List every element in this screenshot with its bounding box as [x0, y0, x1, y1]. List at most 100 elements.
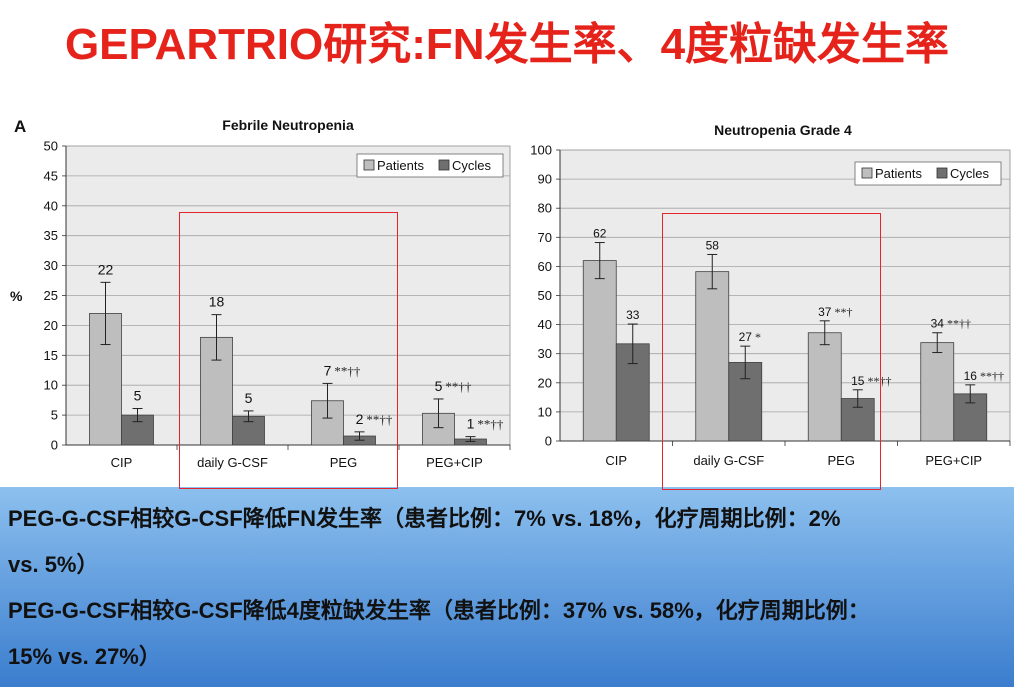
data-label-cycles-cip: 5 [134, 388, 142, 404]
significance-mark-patients-peg-cip: **†† [445, 379, 472, 394]
error-bar-cycles-daily-g-csf [740, 345, 751, 380]
y-axis-label: % [10, 288, 23, 304]
legend: Patients Cycles [854, 161, 1002, 186]
chart-title: Neutropenia Grade 4 [714, 122, 852, 138]
significance-mark-patients-peg-cip: **†† [947, 317, 971, 331]
y-tick-label: 10 [44, 378, 58, 393]
data-label-patients-daily-g-csf: 18 [209, 294, 225, 310]
data-label-patients-cip: 22 [98, 261, 114, 277]
y-tick-label: 50 [538, 288, 552, 303]
legend-swatch-cycles [936, 167, 948, 179]
legend: Patients Cycles [356, 153, 504, 178]
data-label-cycles-cip: 33 [626, 308, 640, 322]
summary-line: 15% vs. 27%） [8, 644, 161, 669]
legend-label-cycles: Cycles [950, 166, 990, 181]
y-tick-label: 0 [545, 434, 552, 449]
y-tick-label: 60 [538, 259, 552, 274]
error-bar-patients-cip [594, 242, 605, 280]
error-bar-patients-peg [322, 382, 333, 419]
bar-patients-peg [807, 332, 842, 442]
significance-mark-cycles-daily-g-csf: * [755, 330, 761, 344]
error-bar-cycles-cip [132, 408, 143, 423]
y-tick-label: 100 [530, 143, 552, 158]
y-tick-label: 5 [51, 408, 58, 423]
significance-mark-patients-peg: **†† [334, 363, 361, 378]
legend-box [854, 161, 1002, 186]
error-bar-patients-cip [100, 281, 111, 346]
summary-line: vs. 5%） [8, 552, 99, 577]
y-tick-label: 80 [538, 201, 552, 216]
data-label-cycles-peg-cip: 16 [964, 369, 978, 383]
bar-patients-daily-g-csf [695, 271, 730, 442]
legend-box [356, 153, 504, 178]
error-bar-cycles-peg-cip [965, 384, 976, 404]
error-bar-patients-peg-cip [433, 398, 444, 429]
bar-patients-cip [582, 260, 617, 442]
data-label-cycles-peg-cip: 1 [467, 416, 475, 432]
summary-box: PEG-G-CSF相较G-CSF降低FN发生率（患者比例：7% vs. 18%，… [0, 487, 1014, 687]
data-label-patients-peg-cip: 5 [435, 378, 443, 394]
x-tick-label-daily-g-csf: daily G-CSF [693, 453, 764, 468]
y-tick-label: 50 [44, 139, 58, 154]
legend-swatch-patients [363, 159, 375, 171]
data-label-patients-peg: 7 [324, 362, 332, 378]
x-tick-label-peg: PEG [828, 453, 855, 468]
x-tick-label-peg-cip: PEG+CIP [426, 455, 483, 470]
bar-cycles-peg [840, 398, 875, 442]
y-tick-label: 40 [44, 198, 58, 213]
y-tick-label: 70 [538, 230, 552, 245]
y-tick-label: 20 [538, 375, 552, 390]
data-label-cycles-daily-g-csf: 27 [739, 330, 753, 344]
error-bar-cycles-peg [354, 431, 365, 441]
x-tick-label-cip: CIP [605, 453, 627, 468]
summary-line: PEG-G-CSF相较G-CSF降低FN发生率（患者比例：7% vs. 18%，… [8, 506, 841, 531]
y-tick-label: 30 [538, 346, 552, 361]
data-label-patients-daily-g-csf: 58 [706, 238, 720, 252]
error-bar-cycles-cip [627, 323, 638, 365]
y-tick-label: 35 [44, 228, 58, 243]
x-tick-label-daily-g-csf: daily G-CSF [197, 455, 268, 470]
error-bar-patients-daily-g-csf [707, 253, 718, 290]
significance-mark-cycles-peg-cip: **†† [477, 417, 504, 432]
chart-title: Febrile Neutropenia [222, 117, 354, 133]
y-tick-label: 45 [44, 168, 58, 183]
y-tick-label: 0 [51, 438, 58, 453]
data-label-cycles-peg: 2 [356, 411, 364, 427]
panel-label: A [14, 117, 26, 136]
x-tick-label-cip: CIP [111, 455, 133, 470]
error-bar-cycles-daily-g-csf [243, 410, 254, 423]
neutropenia-grade4-chart: 0 10 20 30 40 50 60 70 80 90 100 CIP 62 33 daily G-CSF… [530, 122, 1011, 468]
significance-mark-patients-peg: **† [834, 305, 852, 319]
significance-mark-cycles-peg: **†† [867, 374, 891, 388]
error-bar-cycles-peg-cip [465, 436, 476, 442]
data-label-cycles-daily-g-csf: 5 [245, 390, 253, 406]
significance-mark-cycles-peg: **†† [366, 412, 393, 427]
data-label-patients-peg: 37 [818, 305, 832, 319]
data-label-patients-cip: 62 [593, 227, 607, 241]
data-label-patients-peg-cip: 34 [931, 317, 945, 331]
legend-swatch-patients [861, 167, 873, 179]
error-bar-patients-peg [819, 320, 830, 346]
y-tick-label: 20 [44, 318, 58, 333]
y-tick-label: 40 [538, 317, 552, 332]
data-label-cycles-peg: 15 [851, 374, 865, 388]
bar-patients-peg-cip [920, 342, 955, 442]
x-tick-label-peg-cip: PEG+CIP [925, 453, 982, 468]
x-tick-label-peg: PEG [330, 455, 357, 470]
y-tick-label: 90 [538, 172, 552, 187]
y-tick-label: 30 [44, 258, 58, 273]
legend-label-patients: Patients [875, 166, 922, 181]
slide-title: GEPARTRIO研究:FN发生率、4度粒缺发生率 [64, 20, 950, 69]
legend-label-cycles: Cycles [452, 158, 492, 173]
legend-swatch-cycles [438, 159, 450, 171]
y-tick-label: 25 [44, 288, 58, 303]
y-tick-label: 15 [44, 348, 58, 363]
error-bar-cycles-peg [852, 389, 863, 408]
error-bar-patients-peg-cip [932, 332, 943, 354]
error-bar-patients-daily-g-csf [211, 314, 222, 361]
significance-mark-cycles-peg-cip: **†† [980, 369, 1004, 383]
summary-line: PEG-G-CSF相较G-CSF降低4度粒缺发生率（患者比例：37% vs. 5… [8, 598, 870, 623]
y-tick-label: 10 [538, 404, 552, 419]
legend-label-patients: Patients [377, 158, 424, 173]
